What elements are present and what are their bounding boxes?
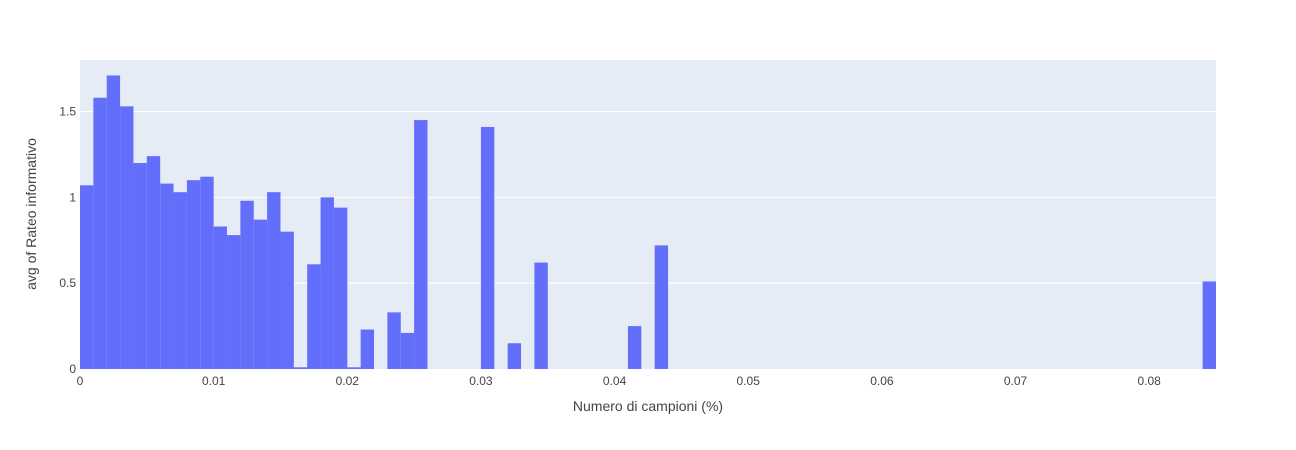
histogram-bar: [227, 235, 241, 369]
x-tick-label: 0.01: [202, 374, 226, 388]
histogram-bar: [400, 332, 415, 369]
histogram-bar: [120, 106, 134, 369]
histogram-bar: [1202, 281, 1216, 369]
x-axis-title: Numero di campioni (%): [573, 398, 723, 414]
y-axis-title: avg of Rateo informativo: [23, 138, 39, 290]
histogram-bar: [627, 326, 642, 369]
x-tick-label: 0.08: [1137, 374, 1161, 388]
histogram-bar: [333, 207, 348, 369]
histogram-bar: [80, 185, 94, 369]
histogram-bar: [307, 264, 321, 369]
histogram-bar: [213, 226, 228, 369]
x-tick-label: 0.03: [469, 374, 493, 388]
histogram-bar: [106, 75, 121, 369]
histogram-bar: [414, 120, 428, 369]
histogram-bar: [507, 343, 522, 369]
histogram-bar: [280, 231, 294, 369]
histogram-bar: [173, 192, 187, 369]
histogram-bar: [320, 197, 334, 369]
histogram-bar: [387, 312, 401, 369]
x-tick-label: 0.04: [603, 374, 627, 388]
y-tick-label: 1.5: [59, 105, 76, 119]
histogram-bar: [267, 192, 281, 369]
histogram-bar: [93, 97, 107, 370]
x-axis-ticks: 0 0.01 0.02 0.03 0.04 0.05 0.06 0.07 0.08: [77, 374, 1162, 388]
histogram-bar: [654, 245, 669, 369]
histogram-bar: [253, 219, 268, 369]
histogram-bar: [133, 163, 147, 369]
x-tick-label: 0.07: [1004, 374, 1028, 388]
histogram-bar: [360, 329, 375, 369]
x-tick-label: 0.06: [870, 374, 894, 388]
x-tick-label: 0: [77, 374, 84, 388]
histogram-bar: [200, 176, 214, 369]
histogram-bar: [534, 262, 548, 369]
y-axis-ticks: 0 0.5 1 1.5: [59, 105, 76, 377]
y-tick-label: 0.5: [59, 276, 76, 290]
histogram-bar: [480, 126, 495, 369]
x-tick-label: 0.02: [336, 374, 360, 388]
histogram-bar: [293, 367, 308, 369]
histogram-bar: [240, 200, 254, 369]
bars: [80, 75, 1216, 370]
y-tick-label: 1: [69, 190, 76, 204]
x-tick-label: 0.05: [737, 374, 761, 388]
histogram-bar: [347, 367, 361, 369]
y-tick-label: 0: [69, 362, 76, 376]
histogram-bar: [186, 180, 201, 369]
histogram-bar: [160, 183, 174, 369]
histogram-bar: [146, 156, 161, 369]
